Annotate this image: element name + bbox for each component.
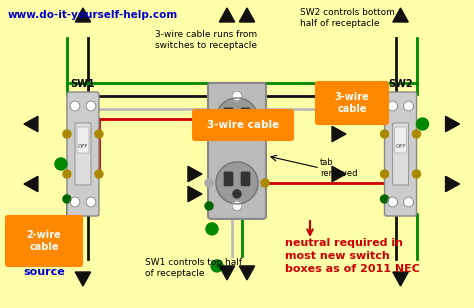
Circle shape	[232, 91, 242, 101]
Circle shape	[412, 170, 420, 178]
Text: www.do-it-yourself-help.com: www.do-it-yourself-help.com	[8, 10, 178, 20]
Polygon shape	[188, 186, 202, 202]
Circle shape	[70, 197, 80, 207]
Polygon shape	[446, 116, 459, 132]
FancyBboxPatch shape	[6, 216, 82, 266]
FancyBboxPatch shape	[394, 127, 407, 153]
Text: neutral required in
most new switch
boxes as of 2011 NEC: neutral required in most new switch boxe…	[285, 238, 420, 274]
Circle shape	[86, 101, 96, 111]
Polygon shape	[75, 272, 91, 286]
Circle shape	[63, 130, 71, 138]
Polygon shape	[393, 272, 408, 286]
Circle shape	[381, 195, 389, 203]
Text: 2-wire
cable: 2-wire cable	[27, 230, 61, 252]
Polygon shape	[24, 176, 38, 192]
Circle shape	[216, 98, 258, 140]
Circle shape	[63, 195, 71, 203]
Circle shape	[206, 223, 218, 235]
Polygon shape	[188, 166, 202, 182]
Text: 3-wire cable runs from
switches to receptacle: 3-wire cable runs from switches to recep…	[155, 30, 257, 50]
Text: SW1 controls top half
of receptacle: SW1 controls top half of receptacle	[145, 258, 242, 278]
Circle shape	[70, 101, 80, 111]
Polygon shape	[75, 8, 91, 22]
Text: source: source	[23, 267, 65, 277]
FancyBboxPatch shape	[241, 172, 250, 186]
Text: tab
removed: tab removed	[320, 158, 357, 178]
Circle shape	[233, 126, 241, 134]
Polygon shape	[219, 8, 235, 22]
Circle shape	[381, 130, 389, 138]
Polygon shape	[332, 126, 346, 142]
Text: SW2: SW2	[388, 79, 413, 89]
Text: SW1: SW1	[71, 79, 95, 89]
Circle shape	[261, 179, 269, 187]
Circle shape	[95, 170, 103, 178]
Polygon shape	[24, 116, 38, 132]
FancyBboxPatch shape	[224, 108, 233, 122]
Circle shape	[211, 260, 223, 272]
FancyBboxPatch shape	[193, 110, 293, 140]
Text: OFF: OFF	[78, 144, 88, 148]
Text: 3-wire
cable: 3-wire cable	[335, 92, 369, 114]
Circle shape	[417, 118, 428, 130]
Circle shape	[261, 115, 269, 123]
Circle shape	[388, 101, 398, 111]
Circle shape	[233, 190, 241, 198]
Circle shape	[205, 202, 213, 210]
Circle shape	[63, 170, 71, 178]
FancyBboxPatch shape	[316, 82, 388, 124]
Polygon shape	[219, 266, 235, 280]
FancyBboxPatch shape	[392, 123, 409, 185]
Circle shape	[388, 197, 398, 207]
Polygon shape	[446, 176, 459, 192]
Text: 3-wire cable: 3-wire cable	[207, 120, 279, 130]
Polygon shape	[239, 266, 255, 280]
FancyBboxPatch shape	[384, 92, 417, 216]
Circle shape	[205, 115, 213, 123]
Circle shape	[381, 170, 389, 178]
Circle shape	[205, 179, 213, 187]
Text: SW2 controls bottom
half of receptacle: SW2 controls bottom half of receptacle	[300, 8, 395, 28]
FancyBboxPatch shape	[241, 108, 250, 122]
Text: OFF: OFF	[395, 144, 406, 148]
Circle shape	[232, 201, 242, 211]
Polygon shape	[332, 166, 346, 182]
FancyBboxPatch shape	[224, 172, 233, 186]
Circle shape	[216, 162, 258, 204]
Circle shape	[412, 130, 420, 138]
Circle shape	[403, 197, 413, 207]
FancyBboxPatch shape	[67, 92, 99, 216]
FancyBboxPatch shape	[77, 127, 89, 153]
Circle shape	[95, 130, 103, 138]
Polygon shape	[239, 8, 255, 22]
FancyBboxPatch shape	[75, 123, 91, 185]
Circle shape	[86, 197, 96, 207]
Circle shape	[403, 101, 413, 111]
FancyBboxPatch shape	[208, 83, 266, 219]
Circle shape	[55, 158, 67, 170]
Polygon shape	[393, 8, 408, 22]
